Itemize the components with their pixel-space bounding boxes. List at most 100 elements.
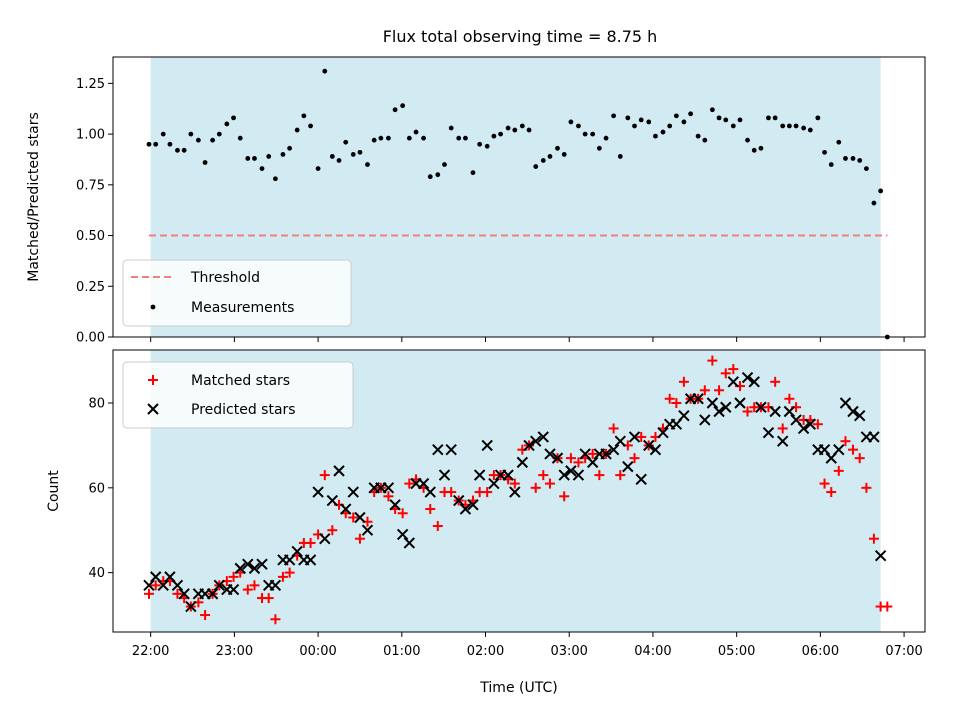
- measurement-point: [843, 156, 848, 161]
- predicted-star-stroke-b: [607, 443, 620, 456]
- bottom-axes-frame: [112, 349, 926, 633]
- predicted-star-point: [171, 579, 184, 592]
- bottom-y-axis-label: Count: [46, 470, 62, 512]
- matched-star-point: [699, 385, 710, 396]
- x-tick-label: 22:00: [132, 644, 169, 659]
- measurement-point: [836, 139, 842, 145]
- predicted-star-point: [459, 503, 472, 515]
- matched-star-point: [742, 406, 753, 417]
- predicted-star-point: [242, 558, 254, 570]
- measurement-point: [561, 151, 567, 157]
- predicted-star-point: [417, 477, 430, 490]
- predicted-star-stroke-b: [657, 426, 669, 439]
- measurement-point: [822, 149, 827, 155]
- measurement-point: [667, 123, 673, 129]
- matched-star-point: [404, 478, 415, 489]
- predicted-star-point: [291, 545, 303, 558]
- predicted-star-point: [213, 579, 226, 592]
- predicted-star-point: [713, 405, 725, 418]
- matched-star-point: [594, 470, 605, 481]
- measurement-point: [625, 115, 631, 121]
- predicted-star-point: [748, 376, 760, 388]
- predicted-star-stroke-b: [649, 443, 662, 456]
- predicted-star-stroke-b: [453, 494, 465, 507]
- predicted-star-stroke-b: [839, 397, 852, 409]
- predicted-star-point: [227, 583, 240, 596]
- matched-star-point: [720, 368, 731, 379]
- predicted-star-point: [649, 443, 662, 456]
- matched-star-point: [509, 478, 520, 489]
- chart-title: Flux total observing time = 8.75 h: [383, 27, 658, 46]
- x-tick-label: 03:00: [550, 644, 587, 659]
- predicted-star-point: [783, 405, 796, 418]
- predicted-star-stroke-b: [762, 426, 775, 439]
- measurement-point: [167, 141, 173, 147]
- measurement-point: [646, 119, 652, 125]
- predicted-star-stroke-b: [530, 435, 542, 447]
- measurement-point: [547, 154, 553, 159]
- predicted-star-stroke-b: [544, 448, 556, 460]
- predicted-star-stroke-b: [537, 431, 549, 443]
- measurement-point: [786, 123, 792, 129]
- measurement-point: [273, 176, 278, 182]
- matched-star-point: [425, 504, 436, 515]
- x-tick-label: 02:00: [467, 644, 504, 659]
- x-tick-label: 01:00: [383, 644, 420, 659]
- matched-star-point: [482, 487, 493, 498]
- predicted-star-point: [473, 469, 486, 481]
- measurement-point: [555, 145, 560, 151]
- predicted-star-point: [206, 588, 219, 600]
- predicted-star-stroke-b: [171, 579, 184, 592]
- measurement-point: [160, 131, 166, 137]
- matched-star-point: [678, 376, 689, 387]
- matched-star-point: [664, 393, 675, 404]
- matched-star-point: [150, 580, 161, 591]
- measurement-point: [632, 123, 637, 129]
- predicted-star-stroke-b: [643, 439, 655, 452]
- predicted-star-point: [572, 469, 585, 481]
- matched-star-point: [573, 457, 584, 468]
- matched-star-point: [319, 470, 330, 481]
- measurement-point: [723, 117, 729, 123]
- measurement-point: [287, 145, 293, 151]
- measurement-point: [653, 133, 658, 139]
- predicted-star-point: [635, 473, 647, 486]
- y-tick-label: 1.25: [76, 77, 105, 92]
- measurement-point: [766, 115, 771, 121]
- matched-star-point: [812, 419, 823, 430]
- matched-star-point: [819, 478, 830, 489]
- measurement-point: [526, 127, 532, 133]
- measurement-point: [673, 113, 679, 119]
- predicted-star-point: [797, 422, 810, 435]
- predicted-star-point: [438, 469, 451, 481]
- predicted-star-stroke-b: [438, 469, 451, 481]
- predicted-star-point: [347, 486, 359, 498]
- matched-star-point: [861, 482, 872, 493]
- x-tick-label: 05:00: [718, 644, 755, 659]
- matched-star-point: [608, 423, 619, 434]
- matched-star-point: [629, 453, 640, 464]
- measurement-point: [322, 68, 328, 74]
- measurement-point: [519, 123, 525, 129]
- predicted-star-stroke-b: [874, 549, 887, 562]
- predicted-star-stroke-b: [242, 558, 254, 570]
- predicted-star-point: [178, 588, 190, 600]
- predicted-star-stroke-b: [234, 562, 246, 575]
- predicted-star-point: [565, 465, 577, 477]
- top-panel: 0.00 0.25 0.50 0.75 1.00 1.25 Matched/Predict…: [26, 56, 926, 346]
- predicted-star-point: [319, 532, 331, 545]
- predicted-star-stroke-b: [389, 499, 401, 511]
- predicted-star-stroke-b: [248, 562, 261, 575]
- predicted-star-stroke-b: [847, 405, 859, 418]
- matched-star-point: [826, 487, 837, 498]
- predicted-star-stroke-b: [157, 579, 169, 592]
- predicted-star-stroke-b: [185, 600, 197, 613]
- matched-star-point: [833, 465, 844, 476]
- measurement-point: [216, 131, 222, 137]
- measurement-point: [871, 200, 877, 206]
- measurement-point: [448, 125, 454, 131]
- measurement-point: [202, 160, 208, 165]
- predicted-star-point: [769, 405, 781, 418]
- predicted-star-point: [382, 482, 395, 494]
- top-legend: Threshold Measurements: [122, 259, 352, 327]
